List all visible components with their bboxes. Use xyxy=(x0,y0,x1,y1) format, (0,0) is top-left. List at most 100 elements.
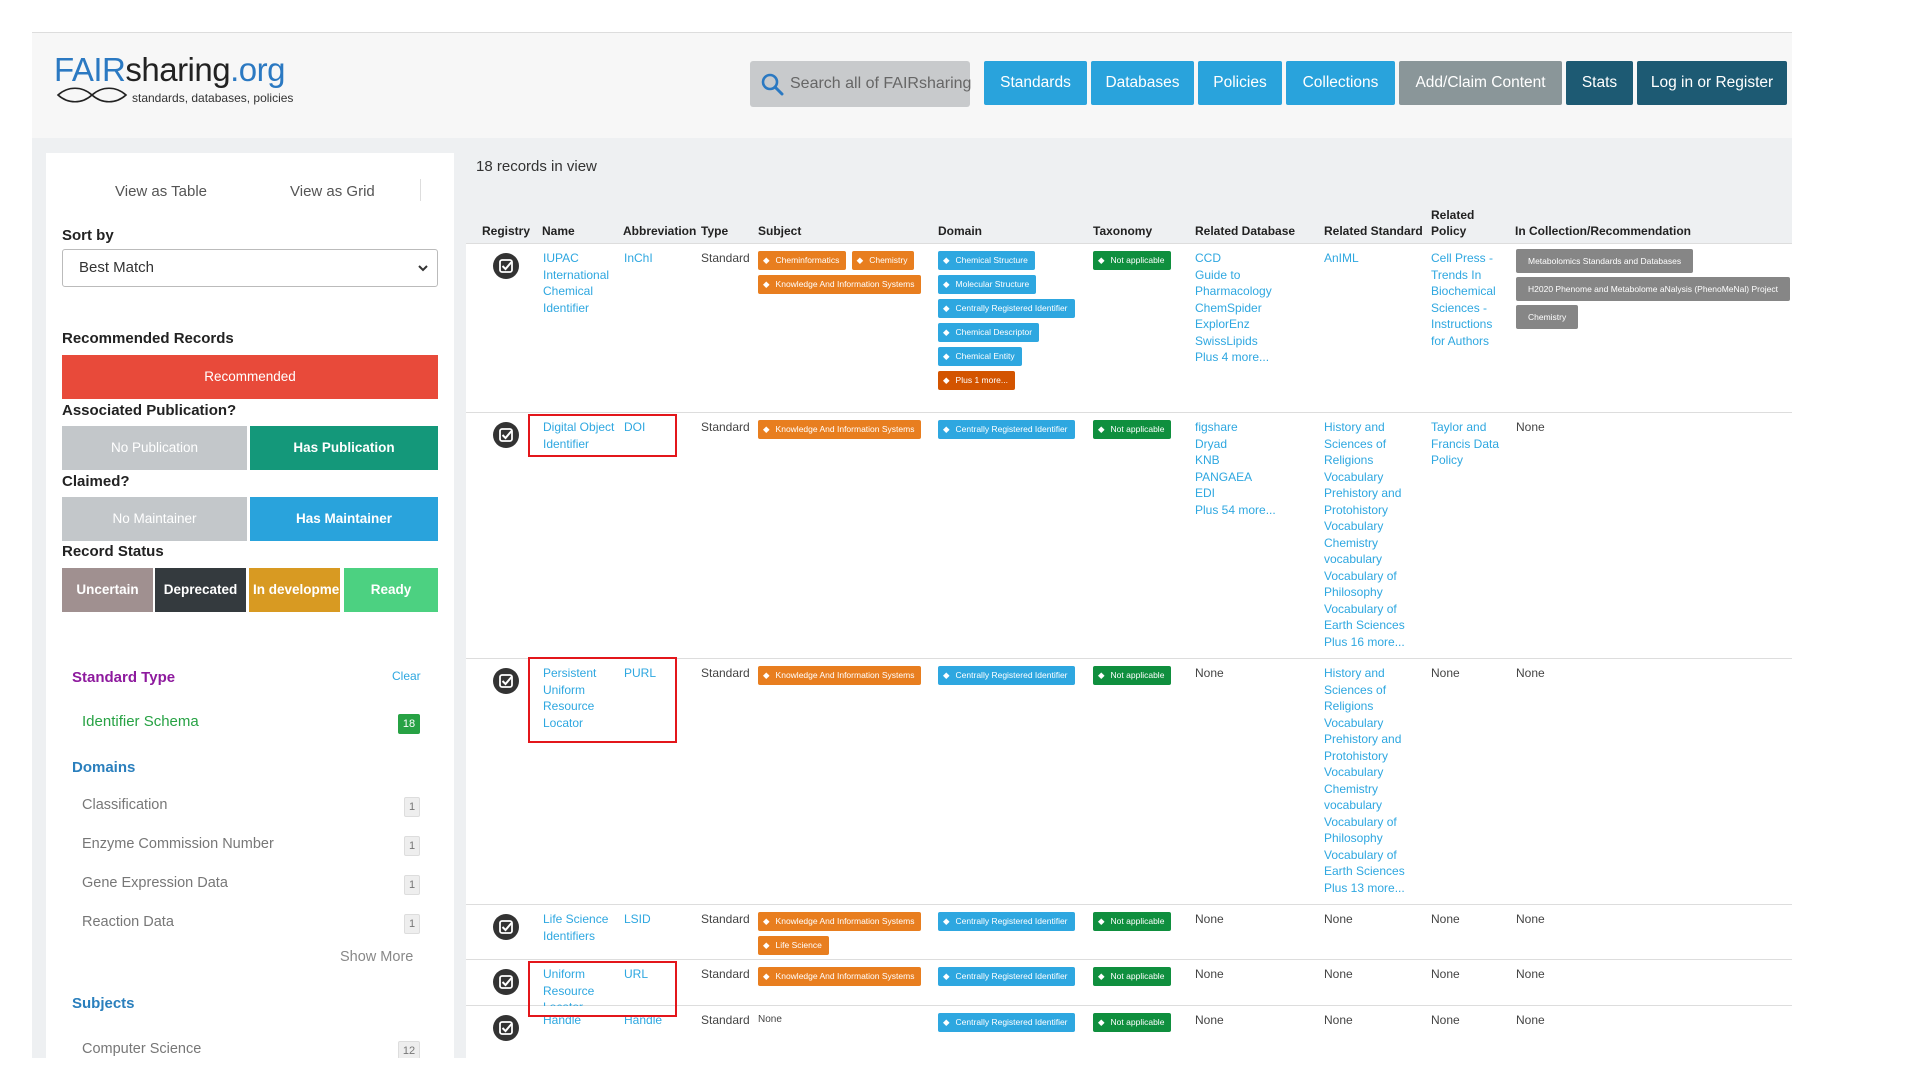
related-standard-line[interactable]: Philosophy xyxy=(1324,831,1383,845)
subject-tag[interactable]: ◆ Knowledge And Information Systems xyxy=(758,420,922,439)
related-standard-line[interactable]: Protohistory xyxy=(1324,502,1389,517)
taxonomy-tag[interactable]: ◆ Not applicable xyxy=(1093,912,1173,936)
nav-databases[interactable]: Databases xyxy=(1091,61,1194,105)
related-standard-line[interactable]: Vocabulary of xyxy=(1324,814,1397,829)
subject-tag[interactable]: ◆ Knowledge And Information Systems xyxy=(758,275,922,294)
domain-tag[interactable]: ◆ Chemical Descriptor xyxy=(938,323,1040,342)
related-database-link[interactable]: Guide to xyxy=(1195,267,1241,282)
related-standard-line[interactable]: Vocabulary xyxy=(1324,715,1384,730)
nav-standards[interactable]: Standards xyxy=(984,61,1087,105)
standard-type-clear-link[interactable]: Clear xyxy=(392,669,421,683)
record-name-link[interactable]: IUPAC International Chemical Identifier xyxy=(543,250,623,316)
status-ready-button[interactable]: Ready xyxy=(344,568,438,612)
related-database-more-link[interactable]: Plus 54 more... xyxy=(1195,502,1276,517)
nav-policies[interactable]: Policies xyxy=(1198,61,1282,105)
related-policy-line[interactable]: Biochemical xyxy=(1431,284,1496,298)
recommended-filter-button[interactable]: Recommended xyxy=(62,355,438,399)
status-uncertain-button[interactable]: Uncertain xyxy=(62,568,153,612)
domain-tag[interactable]: ◆ Centrally Registered Identifier xyxy=(938,420,1075,439)
abbreviation-link[interactable]: InChI xyxy=(624,250,653,267)
related-standard-line[interactable]: Religions xyxy=(1324,453,1374,467)
subject-tag[interactable]: ◆ Cheminformatics xyxy=(758,251,847,270)
taxonomy-tag[interactable]: ◆ Not applicable xyxy=(1093,1013,1173,1037)
abbreviation-link[interactable]: URL xyxy=(624,966,648,983)
record-name-link[interactable]: Life Science Identifiers xyxy=(543,911,623,944)
facet-item-computer-science[interactable]: Computer Science xyxy=(82,1041,202,1057)
view-as-table-link[interactable]: View as Table xyxy=(115,183,208,200)
domain-tag[interactable]: ◆ Centrally Registered Identifier xyxy=(938,967,1075,986)
subject-tag[interactable]: ◆ Knowledge And Information Systems xyxy=(758,967,922,986)
related-database-link[interactable]: EDI xyxy=(1195,486,1216,500)
subject-tag[interactable]: ◆ Knowledge And Information Systems xyxy=(758,912,922,931)
related-policy-line[interactable]: Instructions xyxy=(1431,317,1493,331)
related-standard-line[interactable]: History and xyxy=(1324,420,1385,434)
facet-item-reaction-data[interactable]: Reaction Data xyxy=(82,914,174,930)
related-standard-line[interactable]: Earth Sciences xyxy=(1324,618,1405,632)
related-standard-line[interactable]: Vocabulary of xyxy=(1324,568,1397,583)
abbreviation-link[interactable]: DOI xyxy=(624,419,645,436)
related-database-link[interactable]: ChemSpider xyxy=(1195,300,1262,315)
abbreviation-link[interactable]: LSID xyxy=(624,911,651,928)
col-related-standard[interactable]: Related Standard xyxy=(1324,224,1423,238)
search-input[interactable]: Search all of FAIRsharing xyxy=(750,61,971,107)
col-name[interactable]: Name xyxy=(542,224,575,238)
domain-tag[interactable]: ◆ Centrally Registered Identifier xyxy=(938,912,1075,931)
related-database-link[interactable]: KNB xyxy=(1195,453,1220,467)
facet-item-enzyme-commission-number[interactable]: Enzyme Commission Number xyxy=(82,836,274,852)
col-registry[interactable]: Registry xyxy=(482,224,531,238)
related-standard-more-link[interactable]: Plus 13 more... xyxy=(1324,880,1405,895)
domain-tag[interactable]: ◆ Chemical Entity xyxy=(938,347,1022,366)
related-policy-line[interactable]: Cell Press - xyxy=(1431,251,1494,265)
related-policy-line[interactable]: Francis Data xyxy=(1431,436,1500,451)
facet-item-identifier-schema[interactable]: Identifier Schema xyxy=(82,713,199,730)
col-related-database[interactable]: Related Database xyxy=(1195,224,1296,238)
col-domain[interactable]: Domain xyxy=(938,224,983,238)
domain-tag[interactable]: ◆ Centrally Registered Identifier xyxy=(938,1013,1075,1032)
no-maintainer-button[interactable]: No Maintainer xyxy=(62,497,247,541)
related-policy-line[interactable]: Taylor and xyxy=(1431,420,1487,434)
collection-tag[interactable]: H2020 Phenome and Metabolome aNalysis (P… xyxy=(1516,277,1790,301)
related-standard-line[interactable]: Earth Sciences xyxy=(1324,864,1405,878)
col-taxonomy[interactable]: Taxonomy xyxy=(1093,224,1153,238)
fairsharing-logo[interactable]: FAIRsharing.org standards, databases, po… xyxy=(54,51,324,111)
taxonomy-tag[interactable]: ◆ Not applicable xyxy=(1093,251,1173,275)
has-publication-button[interactable]: Has Publication xyxy=(250,426,438,470)
related-standard-line[interactable]: Vocabulary of xyxy=(1324,601,1397,616)
subject-tag[interactable]: ◆ Life Science xyxy=(758,936,829,955)
related-standard-line[interactable]: Vocabulary xyxy=(1324,519,1384,533)
related-database-link[interactable]: Dryad xyxy=(1195,436,1228,451)
taxonomy-tag[interactable]: ◆ Not applicable xyxy=(1093,420,1173,444)
related-policy-line[interactable]: Trends In xyxy=(1431,267,1482,282)
nav-login-register[interactable]: Log in or Register xyxy=(1637,61,1787,105)
related-standard-line[interactable]: Protohistory xyxy=(1324,748,1389,763)
related-standard-line[interactable]: Chemistry xyxy=(1324,535,1379,550)
related-database-link[interactable]: Pharmacology xyxy=(1195,284,1272,298)
taxonomy-tag[interactable]: ◆ Not applicable xyxy=(1093,666,1173,690)
related-standard-line[interactable]: Prehistory and xyxy=(1324,732,1402,746)
domain-tag[interactable]: ◆ Molecular Structure xyxy=(938,275,1037,294)
related-standard-line[interactable]: Chemistry xyxy=(1324,781,1379,796)
no-publication-button[interactable]: No Publication xyxy=(62,426,247,470)
sort-select[interactable]: Best Match xyxy=(62,249,438,287)
related-standard-link[interactable]: AnIML xyxy=(1324,251,1359,265)
related-standard-line[interactable]: Vocabulary of xyxy=(1324,847,1397,862)
domain-tag[interactable]: ◆ Centrally Registered Identifier xyxy=(938,299,1075,318)
related-standard-line[interactable]: Sciences of xyxy=(1324,682,1387,697)
view-as-grid-link[interactable]: View as Grid xyxy=(290,183,375,200)
related-standard-line[interactable]: Philosophy xyxy=(1324,585,1383,599)
status-deprecated-button[interactable]: Deprecated xyxy=(155,568,246,612)
facet-item-classification[interactable]: Classification xyxy=(82,797,168,813)
col-related-policy[interactable]: Related Policy xyxy=(1431,208,1475,238)
related-standard-line[interactable]: Religions xyxy=(1324,699,1374,713)
col-subject[interactable]: Subject xyxy=(758,224,802,238)
domain-tag[interactable]: ◆ Chemical Structure xyxy=(938,251,1035,270)
related-standard-more-link[interactable]: Plus 16 more... xyxy=(1324,634,1405,649)
related-policy-line[interactable]: Sciences - xyxy=(1431,300,1488,315)
domain-more-tag[interactable]: ◆ Plus 1 more... xyxy=(938,371,1015,390)
record-name-link[interactable]: Persistent Uniform Resource Locator xyxy=(543,665,623,731)
related-standard-line[interactable]: Vocabulary xyxy=(1324,469,1384,484)
domains-show-more-link[interactable]: Show More xyxy=(340,949,414,965)
related-database-link[interactable]: PANGAEA xyxy=(1195,469,1253,484)
nav-add-claim-content[interactable]: Add/Claim Content xyxy=(1399,61,1562,105)
related-standard-line[interactable]: vocabulary xyxy=(1324,552,1383,566)
